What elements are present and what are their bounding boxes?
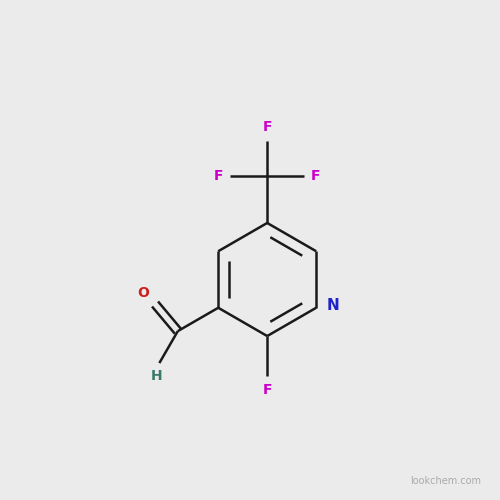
Text: F: F <box>214 169 224 183</box>
Text: H: H <box>151 369 162 383</box>
Text: lookchem.com: lookchem.com <box>410 476 481 486</box>
Text: N: N <box>327 298 340 313</box>
Text: F: F <box>311 169 320 183</box>
Text: F: F <box>262 383 272 397</box>
Text: O: O <box>138 286 149 300</box>
Text: F: F <box>262 120 272 134</box>
